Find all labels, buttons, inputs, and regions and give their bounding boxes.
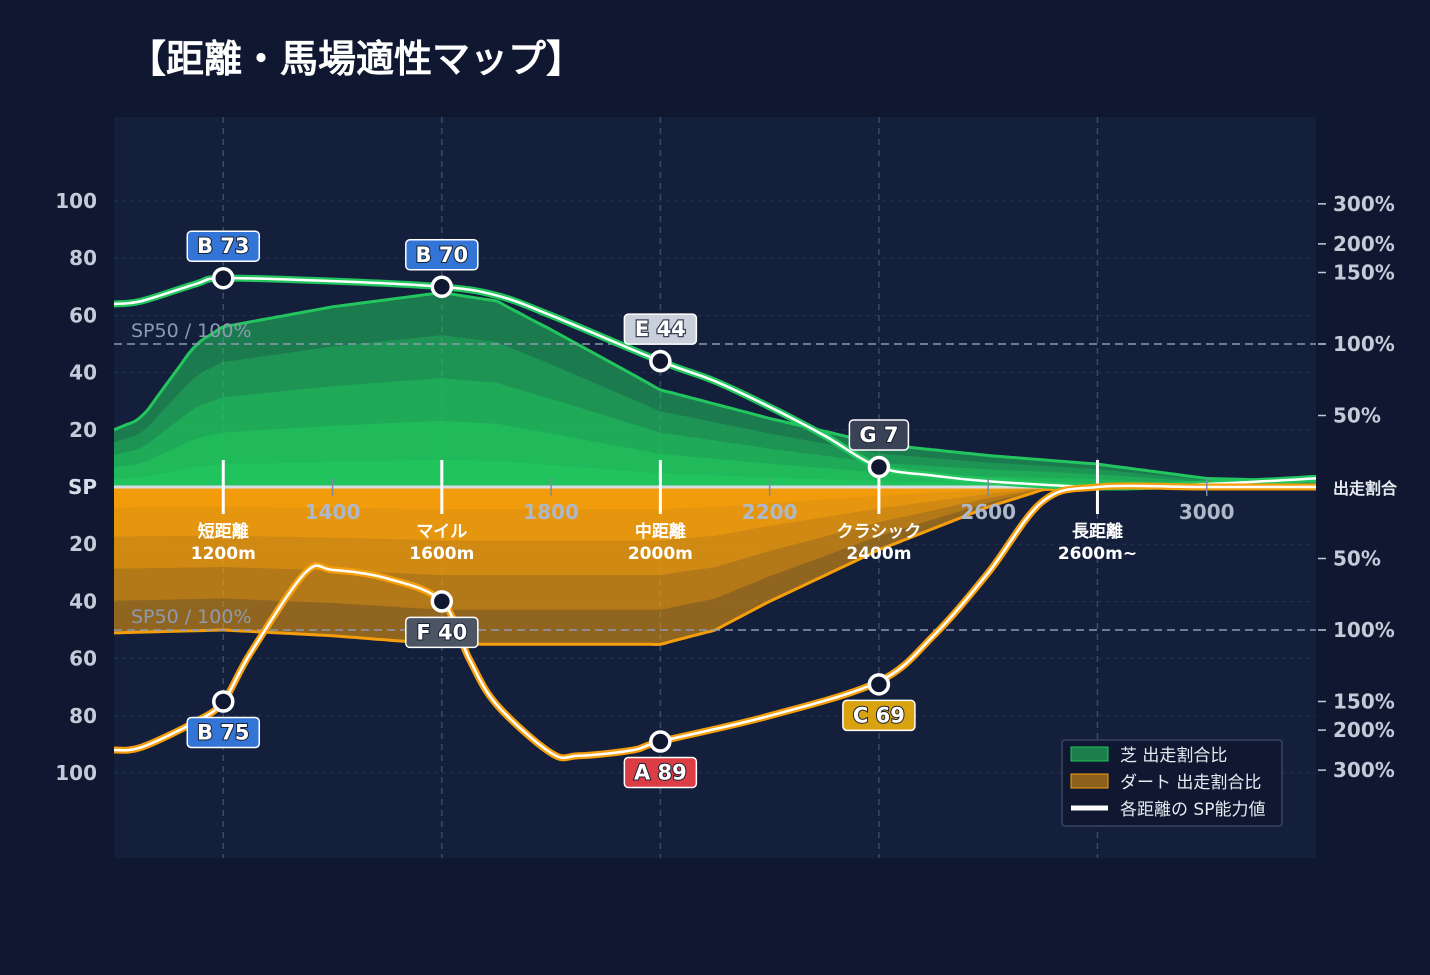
- dirt-ratio-tick: 300%: [1333, 758, 1395, 782]
- sp-point: [430, 275, 454, 299]
- turf-ratio-tick: 200%: [1333, 232, 1395, 256]
- sp-point: [212, 690, 235, 713]
- grade-badge-label: E 44: [635, 317, 686, 341]
- legend-entry: ダート 出走割合比: [1120, 773, 1261, 793]
- x-tick-label: 3000: [1179, 500, 1235, 524]
- category-distance: 2400m: [846, 544, 911, 564]
- axes: SP 20 40 60 80 100 20 40 60 80 100 出走割合 50% 100% 150% 2…: [55, 189, 1398, 785]
- category-distance: 2600m~: [1058, 544, 1137, 564]
- page-title: 【距離・馬場適性マップ】: [128, 37, 585, 81]
- x-tick-label: 1400: [305, 500, 361, 524]
- x-tick-label: 1800: [523, 500, 579, 524]
- category-name: クラシック: [837, 522, 922, 542]
- grade-badge: [186, 230, 261, 262]
- category-lines: 短距離1200mマイル1600m中距離2000mクラシック2400m長距離260…: [191, 460, 1137, 564]
- turf-ratio-tick: 300%: [1333, 192, 1395, 216]
- reference-lines: SP50 / 100% SP50 / 100%: [114, 320, 1316, 631]
- turf-sp-tick: 20: [69, 418, 97, 442]
- category-name: 短距離: [198, 521, 249, 542]
- legend-entry: 各距離の SP能力値: [1120, 800, 1265, 820]
- dirt-sp-tick: 40: [69, 589, 97, 613]
- grade-badge: [623, 313, 698, 345]
- turf-ratio-tick: 100%: [1333, 332, 1395, 356]
- turf-ratio-tick: 150%: [1333, 261, 1395, 285]
- grade-badge: [186, 716, 261, 749]
- left-axis-label: SP: [68, 475, 97, 499]
- legend-box: [1061, 739, 1283, 827]
- category-distance: 2000m: [628, 544, 693, 564]
- reference-line-label: SP50 / 100%: [131, 320, 252, 342]
- x-tick-label: 2600: [960, 500, 1016, 524]
- right-axis-label: 出走割合: [1333, 479, 1398, 498]
- turf-ratio-area-outline: [114, 290, 1316, 483]
- sp-points: B 73 B 70 E 44 G 7 B 75 F 40 A 89 C 69: [186, 230, 916, 789]
- dirt-sp-tick: 60: [69, 647, 97, 671]
- category-name: 中距離: [635, 521, 686, 542]
- sp-point: [430, 590, 454, 613]
- grade-badge: [848, 419, 910, 451]
- sp-point: [867, 673, 891, 696]
- grade-badge-label: A 89: [634, 761, 687, 785]
- grade-badge-label: B 75: [197, 721, 250, 745]
- category-name: 長距離: [1072, 521, 1123, 542]
- dirt-ratio-tick: 50%: [1333, 547, 1381, 571]
- dirt-ratio-tick: 100%: [1333, 618, 1395, 642]
- dirt-sp-tick: 20: [69, 532, 97, 556]
- legend-entry: 芝 出走割合比: [1120, 746, 1227, 766]
- reference-line-label: SP50 / 100%: [131, 606, 252, 628]
- grade-badge-label: B 73: [197, 234, 250, 258]
- dirt-sp-tick: 100: [55, 761, 97, 785]
- turf-sp-tick: 80: [69, 246, 97, 270]
- dirt-ratio-tick: 150%: [1333, 690, 1395, 714]
- legend-swatch-dirt: [1070, 773, 1109, 789]
- turf-sp-tick: 60: [69, 303, 97, 327]
- grade-badge: [842, 699, 916, 732]
- grade-badge-label: B 70: [416, 243, 469, 267]
- dirt-sp-line: [114, 484, 1316, 760]
- category-name: マイル: [416, 522, 467, 542]
- turf-sp-tick: 40: [69, 361, 97, 385]
- dirt-ratio-area-layer: [114, 487, 1316, 510]
- sp-point: [649, 730, 672, 753]
- grade-badge: [405, 239, 479, 271]
- sp-point: [212, 266, 235, 290]
- grade-badge-label: F 40: [416, 620, 467, 644]
- ratio-areas: [114, 290, 1316, 647]
- turf-ratio-tick: 50%: [1333, 404, 1381, 428]
- dirt-ratio-tick: 200%: [1333, 718, 1395, 742]
- grade-badge: [405, 616, 479, 649]
- turf-ratio-area-layer: [114, 459, 1316, 487]
- sp-point: [867, 455, 891, 479]
- grade-badge-label: C 69: [853, 703, 905, 727]
- category-distance: 1200m: [191, 544, 256, 564]
- grade-badge: [623, 756, 698, 789]
- legend-swatch-turf: [1070, 746, 1109, 762]
- grade-badge-label: G 7: [859, 423, 898, 447]
- category-distance: 1600m: [409, 544, 474, 564]
- dirt-sp-tick: 80: [69, 704, 97, 728]
- sp-point: [649, 349, 672, 373]
- x-tick-label: 2200: [742, 500, 798, 524]
- turf-sp-tick: 100: [55, 189, 97, 213]
